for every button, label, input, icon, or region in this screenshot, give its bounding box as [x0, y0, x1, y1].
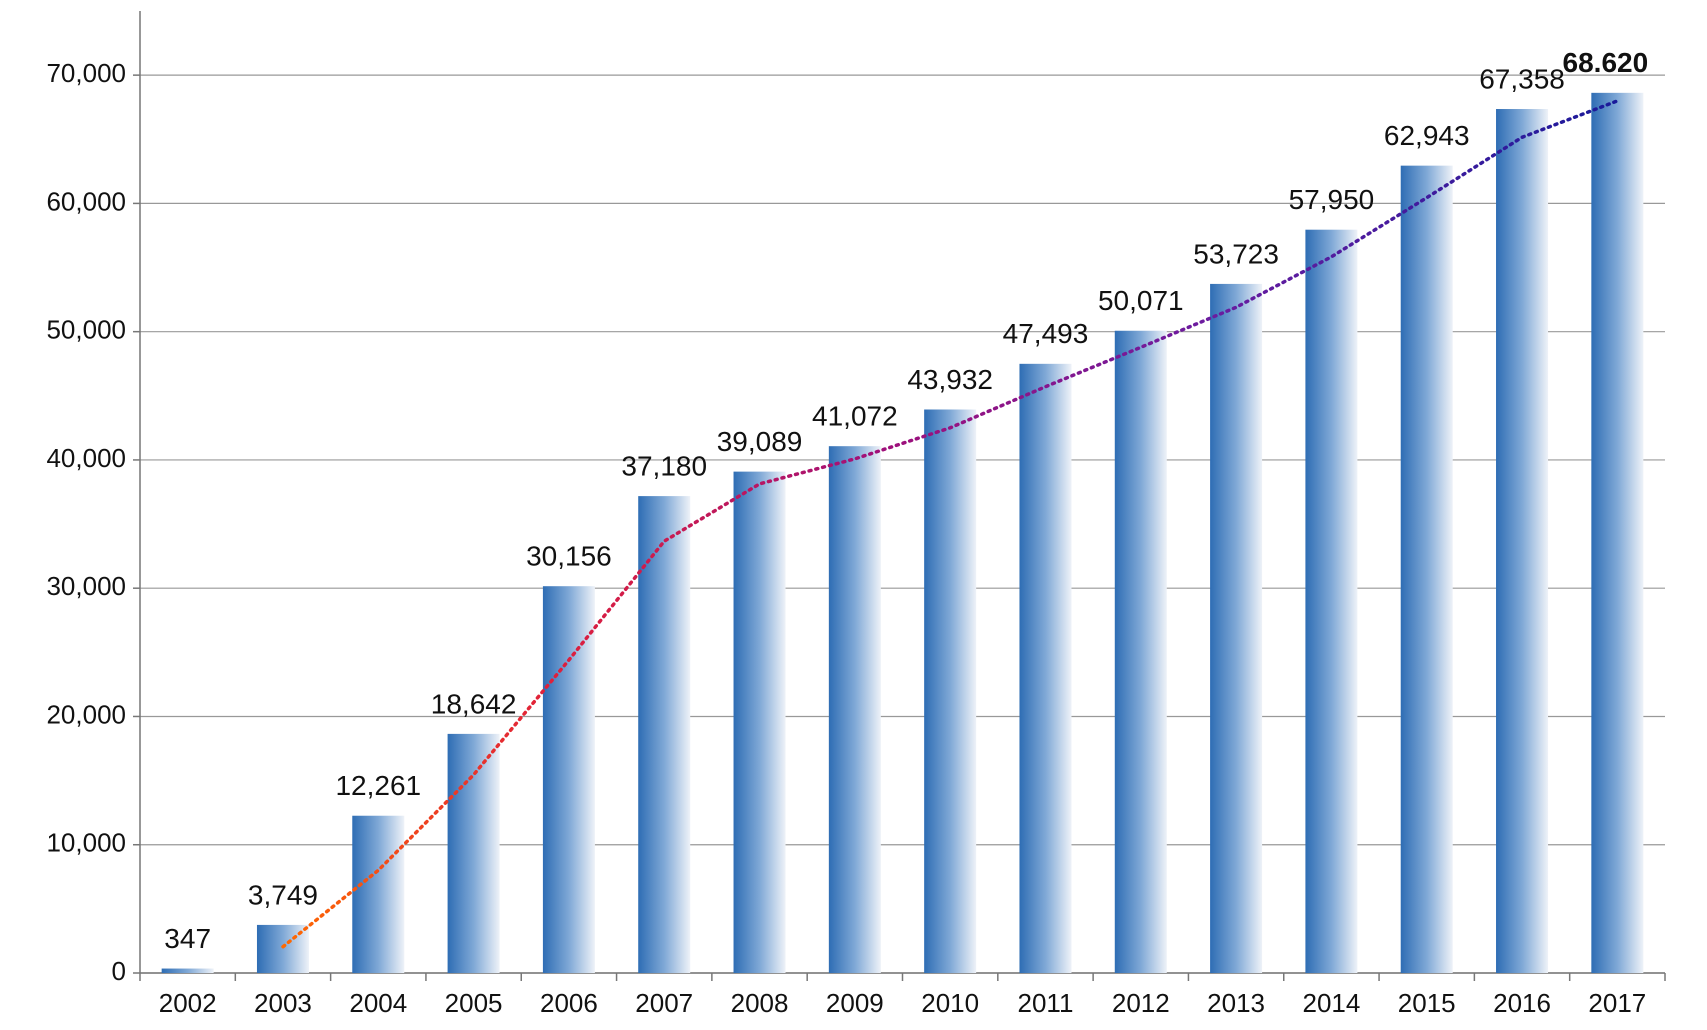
x-tick-label: 2006 [540, 988, 598, 1018]
bar [638, 496, 691, 973]
bar [924, 409, 977, 973]
data-label: 37,180 [621, 450, 707, 481]
data-label: 347 [164, 923, 211, 954]
bar [352, 815, 405, 973]
y-tick-label: 70,000 [46, 58, 126, 88]
y-tick-label: 40,000 [46, 443, 126, 473]
y-tick-label: 50,000 [46, 315, 126, 345]
x-tick-label: 2017 [1588, 988, 1646, 1018]
data-label: 68.620 [1563, 47, 1649, 78]
data-label: 47,493 [1003, 318, 1089, 349]
x-tick-label: 2011 [1018, 988, 1074, 1018]
data-label: 41,072 [812, 401, 898, 432]
bar [447, 733, 500, 973]
x-tick-label: 2009 [826, 988, 884, 1018]
data-label: 57,950 [1289, 184, 1375, 215]
bar [828, 446, 881, 974]
x-tick-label: 2003 [254, 988, 312, 1018]
x-tick-label: 2008 [731, 988, 789, 1018]
bar [1114, 330, 1167, 973]
x-tick-label: 2005 [445, 988, 503, 1018]
bar [542, 586, 595, 973]
bar [1496, 109, 1549, 974]
y-tick-label: 30,000 [46, 571, 126, 601]
x-tick-label: 2012 [1112, 988, 1170, 1018]
bar [733, 471, 786, 973]
bar [1591, 92, 1644, 974]
y-tick-label: 20,000 [46, 699, 126, 729]
trend-line [281, 99, 1620, 949]
y-tick-label: 10,000 [46, 828, 126, 858]
data-label: 62,943 [1384, 120, 1470, 151]
data-label: 39,089 [717, 426, 803, 457]
x-tick-label: 2004 [349, 988, 407, 1018]
bar [161, 968, 214, 973]
x-tick-label: 2013 [1207, 988, 1265, 1018]
data-label: 18,642 [431, 688, 517, 719]
data-label: 30,156 [526, 541, 612, 572]
x-tick-label: 2007 [635, 988, 693, 1018]
bar [1400, 165, 1453, 973]
data-label: 67,358 [1479, 63, 1565, 94]
data-label: 43,932 [907, 364, 993, 395]
y-tick-label: 60,000 [46, 186, 126, 216]
data-label: 50,071 [1098, 285, 1184, 316]
bar [1305, 229, 1358, 973]
x-tick-label: 2016 [1493, 988, 1551, 1018]
x-tick-label: 2010 [921, 988, 979, 1018]
bar [1019, 363, 1072, 973]
data-label: 53,723 [1193, 238, 1279, 269]
x-tick-label: 2002 [159, 988, 217, 1018]
x-tick-label: 2015 [1398, 988, 1456, 1018]
data-label: 12,261 [335, 770, 421, 801]
x-tick-label: 2014 [1302, 988, 1360, 1018]
bar [1210, 283, 1263, 974]
y-tick-label: 0 [112, 956, 126, 986]
data-label: 3,749 [248, 879, 318, 910]
